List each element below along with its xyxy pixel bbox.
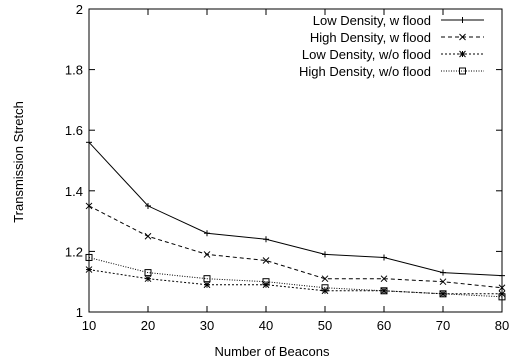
marker-square bbox=[262, 278, 270, 286]
marker-stroke bbox=[85, 202, 93, 210]
legend-item-1: Low Density, w flood bbox=[313, 13, 484, 28]
legend-label: High Density, w flood bbox=[310, 30, 431, 45]
y-tick-label: 2 bbox=[76, 2, 83, 17]
data-point-marker bbox=[498, 284, 506, 292]
data-point-marker bbox=[380, 275, 388, 283]
series-2 bbox=[85, 202, 506, 292]
data-point-marker bbox=[144, 232, 152, 240]
y-axis-label: Transmission Stretch bbox=[11, 101, 26, 223]
data-point-marker bbox=[86, 139, 92, 146]
marker-stroke bbox=[85, 266, 93, 273]
data-point-marker bbox=[439, 278, 447, 286]
data-point-marker bbox=[85, 266, 93, 273]
series-1 bbox=[86, 139, 505, 279]
series-line bbox=[88, 257, 503, 298]
data-point-marker bbox=[321, 275, 329, 283]
data-point-marker bbox=[262, 257, 270, 264]
data-point-marker bbox=[85, 253, 93, 261]
legend-label: Low Density, w/o flood bbox=[302, 47, 431, 62]
axes: 1 1.2 1.4 1.6 1.8 2 10 20 30 40 50 60 70 80 bbox=[65, 2, 509, 333]
x-tick-label: 10 bbox=[82, 318, 96, 333]
data-point-marker bbox=[144, 275, 152, 283]
marker-square bbox=[380, 287, 388, 295]
data-point-marker bbox=[459, 67, 466, 75]
data-point-marker bbox=[145, 202, 151, 209]
data-point-marker bbox=[262, 278, 270, 286]
data-point-marker bbox=[321, 284, 329, 292]
y-tick-label: 1.6 bbox=[65, 123, 83, 138]
data-point-marker bbox=[204, 230, 210, 237]
data-point-marker bbox=[439, 290, 447, 298]
data-point-marker bbox=[85, 202, 93, 210]
legend-label: Low Density, w flood bbox=[313, 13, 431, 28]
marker-square bbox=[85, 253, 93, 261]
data-point-marker bbox=[439, 290, 447, 298]
data-point-marker bbox=[380, 287, 388, 295]
legend-item-4: High Density, w/o flood bbox=[299, 64, 484, 79]
data-point-marker bbox=[459, 17, 466, 23]
marker-stroke bbox=[144, 275, 152, 283]
y-tick-label: 1.2 bbox=[65, 244, 83, 259]
x-axis-label: Number of Beacons bbox=[215, 344, 330, 359]
legend: Low Density, w flood High Density, w floo… bbox=[299, 13, 484, 79]
y-tick-label: 1.4 bbox=[65, 184, 83, 199]
marker-stroke bbox=[498, 284, 506, 292]
marker-stroke bbox=[321, 275, 329, 283]
marker-stroke bbox=[459, 33, 466, 41]
series-layer bbox=[85, 139, 506, 301]
marker-square bbox=[321, 284, 329, 292]
series-line bbox=[88, 205, 503, 289]
legend-item-2: High Density, w flood bbox=[310, 30, 484, 45]
x-tick-label: 60 bbox=[377, 318, 391, 333]
data-point-marker bbox=[263, 236, 269, 243]
marker-stroke bbox=[459, 50, 466, 58]
x-tick-label: 70 bbox=[436, 318, 450, 333]
data-point-marker bbox=[322, 251, 328, 258]
x-tick-label: 50 bbox=[318, 318, 332, 333]
marker-stroke bbox=[439, 290, 447, 298]
legend-label: High Density, w/o flood bbox=[299, 64, 431, 79]
data-point-marker bbox=[459, 50, 466, 58]
legend-item-3: Low Density, w/o flood bbox=[302, 47, 484, 62]
data-point-marker bbox=[203, 281, 211, 289]
marker-square bbox=[498, 293, 506, 301]
marker-stroke bbox=[203, 281, 211, 289]
marker-square bbox=[203, 275, 211, 283]
marker-square bbox=[144, 269, 152, 277]
data-point-marker bbox=[381, 254, 387, 261]
x-tick-label: 20 bbox=[141, 318, 155, 333]
series-4 bbox=[85, 253, 506, 301]
data-point-marker bbox=[203, 251, 211, 258]
series-line bbox=[88, 269, 502, 295]
marker-square bbox=[439, 290, 447, 298]
data-point-marker bbox=[459, 33, 466, 41]
marker-square bbox=[459, 67, 466, 75]
data-point-marker bbox=[498, 293, 506, 301]
data-point-marker bbox=[440, 269, 446, 276]
y-tick-label: 1 bbox=[76, 305, 83, 320]
x-tick-label: 40 bbox=[259, 318, 273, 333]
marker-stroke bbox=[380, 275, 388, 283]
marker-stroke bbox=[203, 251, 211, 258]
y-tick-label: 1.8 bbox=[65, 63, 83, 78]
marker-stroke bbox=[262, 257, 270, 264]
data-point-marker bbox=[144, 269, 152, 277]
data-point-marker bbox=[499, 272, 505, 279]
marker-stroke bbox=[144, 232, 152, 240]
x-tick-label: 80 bbox=[495, 318, 509, 333]
plot-frame bbox=[88, 8, 503, 313]
data-point-marker bbox=[203, 275, 211, 283]
marker-stroke bbox=[439, 278, 447, 286]
x-tick-label: 30 bbox=[200, 318, 214, 333]
series-line bbox=[88, 141, 503, 277]
